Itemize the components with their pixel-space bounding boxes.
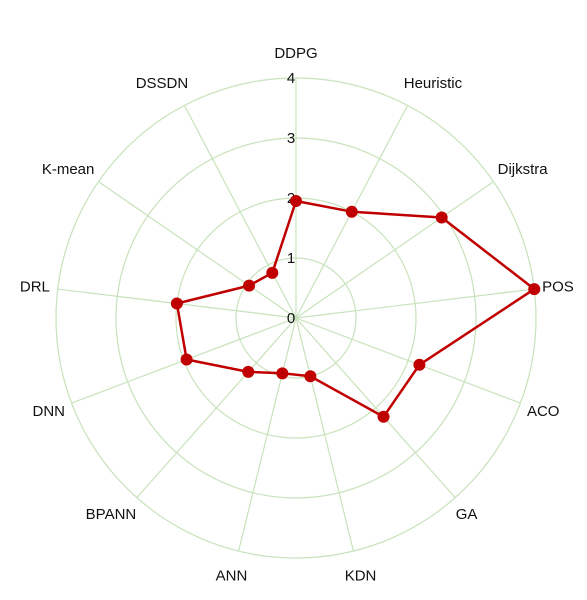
category-label-drl: DRL: [20, 278, 50, 295]
category-label-kdn: KDN: [345, 567, 377, 584]
category-label-pos: POS: [542, 278, 574, 295]
data-point-ga: [377, 410, 390, 423]
spoke-ann: [237, 317, 297, 552]
spoke-ga: [295, 317, 456, 499]
category-label-dssdn: DSSDN: [136, 75, 189, 92]
category-labels: DDPG Heuristic Dijkstra POS ACO GA KDN ANN BPANN…: [20, 45, 574, 584]
category-label-ga: GA: [456, 506, 478, 523]
data-point-aco: [413, 358, 426, 371]
category-label-ddpg: DDPG: [274, 45, 317, 62]
spoke-dssdn: [183, 105, 297, 319]
spoke-aco: [295, 317, 521, 404]
category-label-ann: ANN: [216, 567, 248, 584]
series-line: [175, 199, 536, 419]
spoke-bpann: [136, 317, 297, 499]
spoke-pos: [295, 288, 535, 319]
data-point-ann: [276, 367, 289, 380]
series-layer: [170, 195, 541, 423]
spoke-kdn: [295, 317, 355, 552]
data-point-dijkstra: [435, 211, 448, 224]
data-point-heuristic: [345, 205, 358, 218]
data-point-dnn: [180, 353, 193, 366]
category-label-dijkstra: Dijkstra: [498, 161, 549, 178]
radar-grid: [55, 77, 537, 559]
category-label-bpann: BPANN: [86, 506, 137, 523]
data-point-bpann: [242, 365, 255, 378]
category-label-k-mean: K-mean: [42, 161, 95, 178]
tick-label-0: 0: [287, 310, 295, 327]
spoke-dijkstra: [295, 181, 494, 319]
data-point-dssdn: [266, 266, 279, 279]
category-label-dnn: DNN: [33, 403, 66, 420]
category-label-heuristic: Heuristic: [404, 75, 463, 92]
tick-label-1: 1: [287, 250, 295, 267]
data-point-ddpg: [290, 195, 302, 207]
category-label-aco: ACO: [527, 403, 560, 420]
tick-label-4: 4: [287, 70, 295, 87]
tick-label-3: 3: [287, 130, 295, 147]
data-point-pos: [528, 283, 541, 296]
spoke-k-mean: [98, 181, 297, 319]
data-point-k-mean: [243, 279, 256, 292]
data-point-kdn: [304, 370, 317, 383]
data-point-drl: [170, 297, 183, 310]
